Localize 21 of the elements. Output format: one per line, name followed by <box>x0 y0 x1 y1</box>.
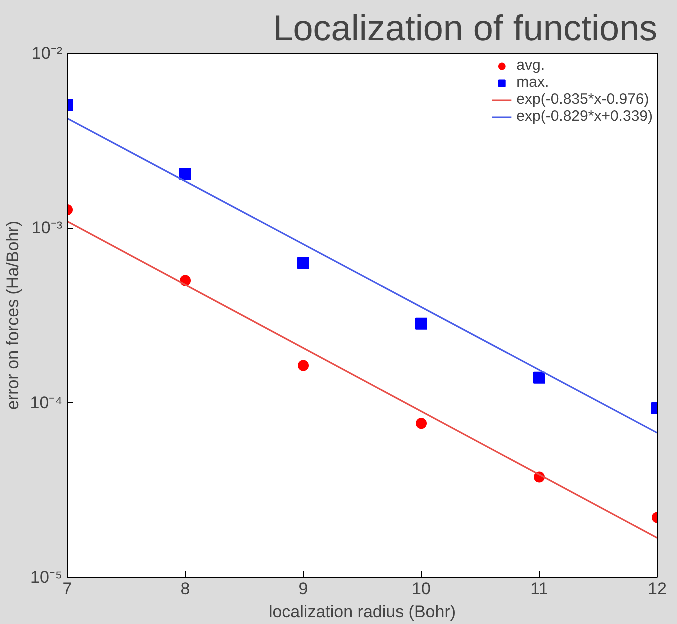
x-tick-label: 11 <box>530 580 548 598</box>
y-tick-label: 10⁻⁴ <box>30 393 63 412</box>
y-axis-title: error on forces (Ha/Bohr) <box>3 221 22 410</box>
x-tick-label: 8 <box>180 580 190 598</box>
x-axis-title: localization radius (Bohr) <box>268 602 456 622</box>
chart-title: Localization of functions <box>273 8 658 48</box>
legend-label: exp(-0.835*x-0.976) <box>516 91 650 108</box>
y-tick-label: 10⁻² <box>32 44 63 63</box>
point <box>416 418 427 430</box>
x-tick-label: 12 <box>648 580 667 598</box>
legend-label: avg. <box>516 57 546 74</box>
point <box>298 360 309 372</box>
legend-label: max. <box>516 74 550 91</box>
y-tick-label: 10⁻³ <box>32 218 63 238</box>
legend-label: exp(-0.829*x+0.339) <box>516 108 653 125</box>
x-tick-label: 9 <box>298 580 308 598</box>
point <box>416 318 428 330</box>
x-tick-label: 7 <box>62 580 72 598</box>
point <box>298 257 310 270</box>
x-tick-label: 10 <box>412 580 431 598</box>
y-tick-label: 10⁻⁵ <box>30 568 63 587</box>
